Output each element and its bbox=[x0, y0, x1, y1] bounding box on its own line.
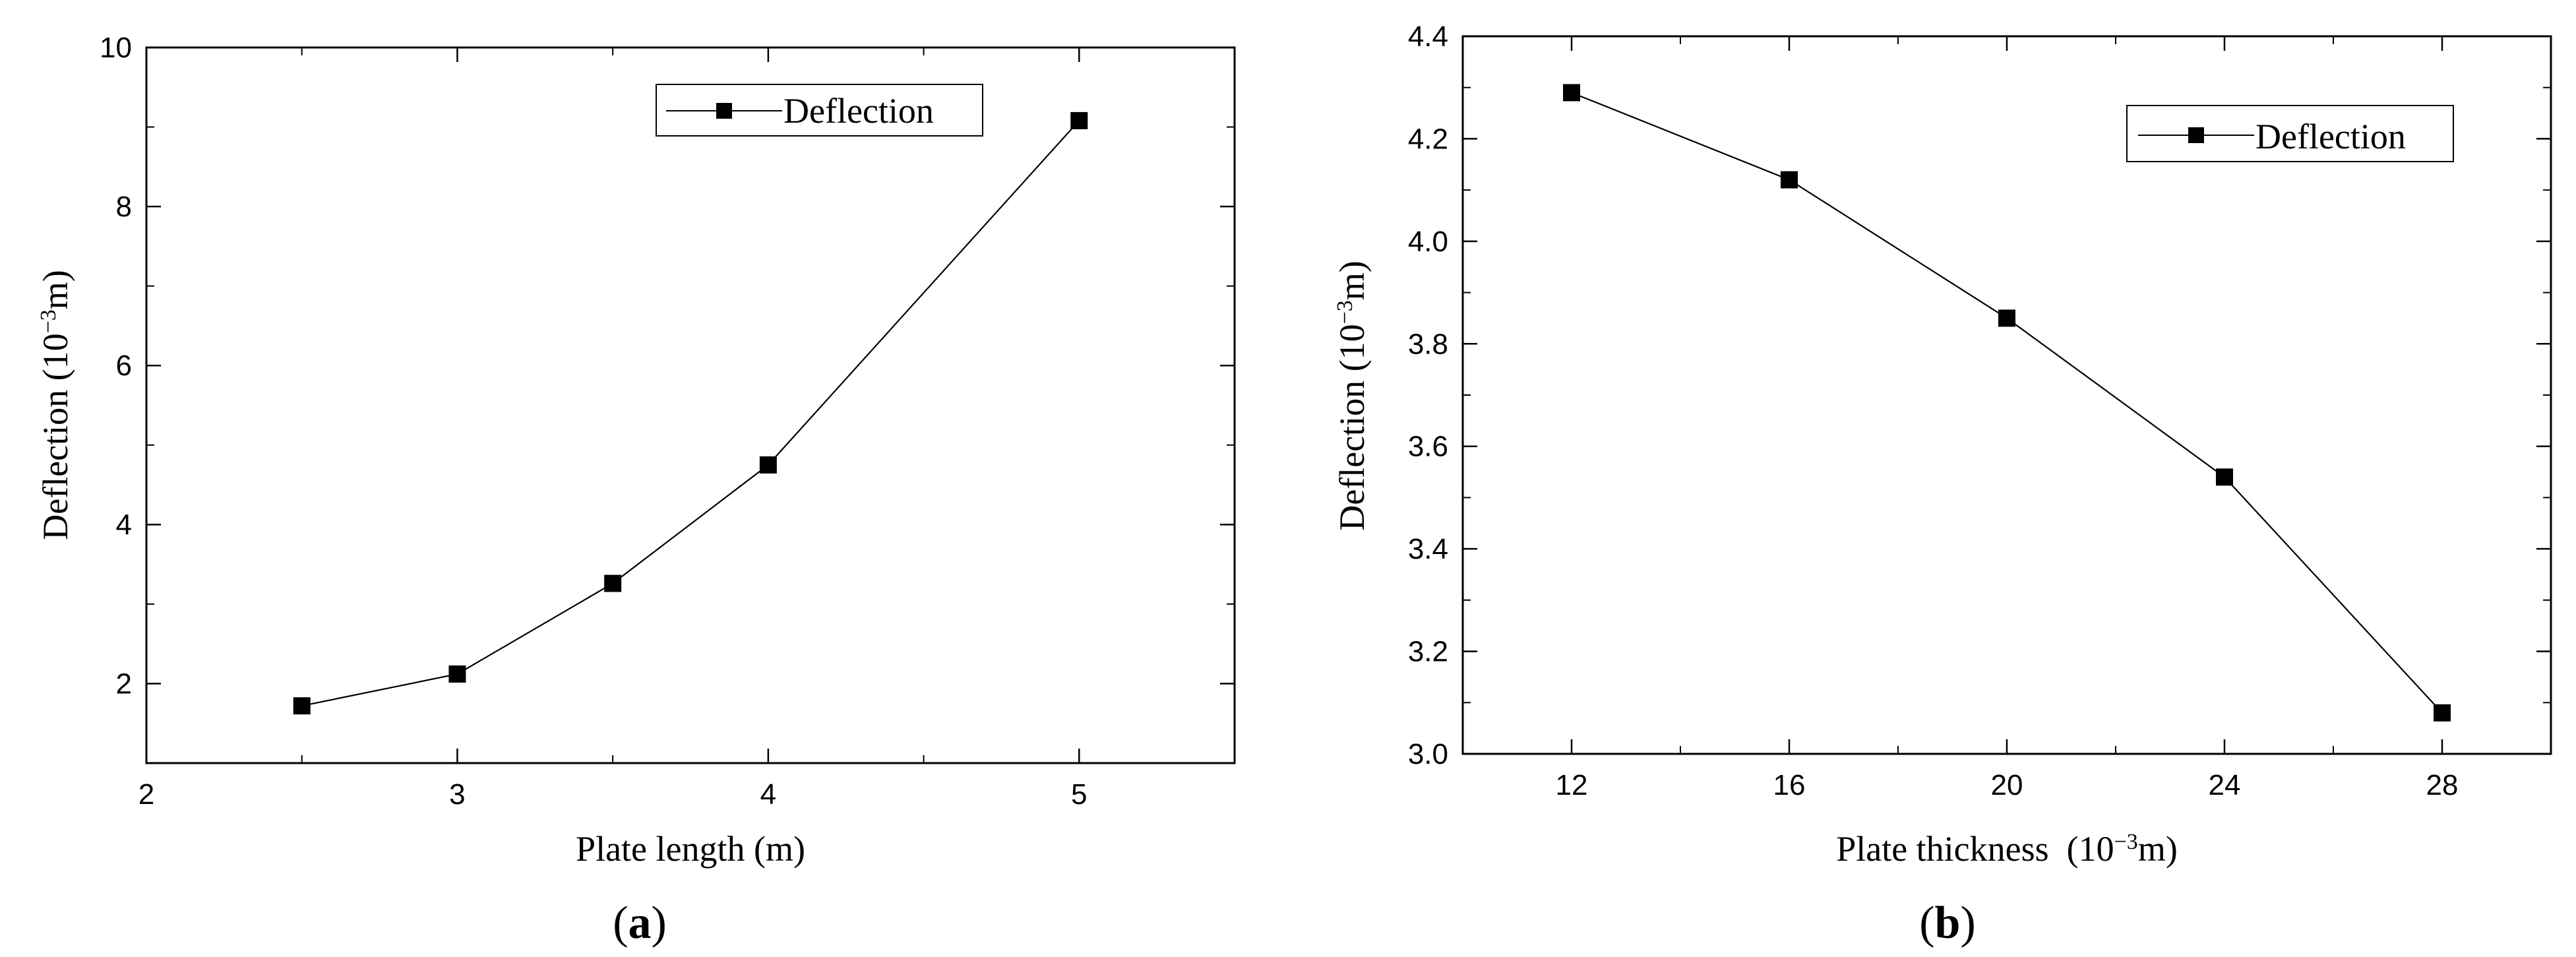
b-x-tick-label: 12 bbox=[1556, 769, 1588, 801]
a-panel-open: ( bbox=[613, 898, 628, 948]
a-panel-letter: a bbox=[629, 898, 652, 948]
b-x-axis-label-main: Plate thickness (10 bbox=[1836, 829, 2114, 869]
b-panel-open: ( bbox=[1919, 898, 1934, 948]
a-panel-label: (a) bbox=[613, 898, 667, 948]
b-tick-labels: 12 16 20 24 28 3.0 3.2 3.4 3.6 3.8 4.0 4.2 4.4 bbox=[1408, 20, 2459, 801]
a-y-axis-label: Deflection (10−3m) bbox=[36, 270, 75, 540]
b-data-point bbox=[2216, 468, 2233, 486]
a-data-point bbox=[604, 574, 622, 592]
a-series-points bbox=[293, 111, 1088, 715]
b-y-tick-label: 3.8 bbox=[1408, 328, 1448, 360]
b-panel-label: (b) bbox=[1919, 898, 1976, 948]
b-y-axis-label: Deflection (10−3m) bbox=[1332, 261, 1372, 531]
a-x-tick-label: 4 bbox=[760, 778, 776, 811]
b-panel-letter: b bbox=[1935, 898, 1961, 948]
b-ticks bbox=[1462, 35, 2552, 755]
b-y-tick-label: 4.2 bbox=[1408, 123, 1448, 155]
b-x-tick-label: 28 bbox=[2426, 769, 2459, 801]
a-data-point bbox=[448, 665, 466, 683]
a-panel-close: ) bbox=[652, 898, 667, 948]
a-legend-label: Deflection bbox=[783, 91, 934, 131]
a-series-line bbox=[301, 120, 1080, 707]
b-legend-box bbox=[2126, 105, 2454, 162]
a-x-axis-label: Plate length (m) bbox=[576, 829, 805, 869]
b-x-tick-label: 20 bbox=[1991, 769, 2023, 801]
a-data-point bbox=[293, 697, 311, 715]
a-x-tick-label: 3 bbox=[449, 778, 465, 811]
a-y-tick-label: 4 bbox=[116, 509, 132, 541]
b-y-tick-label: 4.0 bbox=[1408, 226, 1448, 258]
a-x-tick-label: 5 bbox=[1071, 778, 1087, 811]
b-x-axis-label: Plate thickness (10−3m) bbox=[1836, 829, 2178, 869]
a-y-tick-label: 10 bbox=[100, 32, 132, 64]
b-series-points bbox=[1563, 84, 2451, 722]
b-data-point bbox=[1998, 309, 2015, 327]
b-data-point bbox=[2434, 704, 2451, 722]
a-y-axis-label-main: Deflection (10 bbox=[36, 333, 75, 540]
a-legend: Deflection bbox=[656, 84, 983, 137]
b-y-tick-label: 3.0 bbox=[1408, 738, 1448, 770]
a-data-point bbox=[1070, 111, 1088, 129]
a-y-tick-label: 2 bbox=[116, 667, 132, 700]
b-y-axis-label-main: Deflection (10 bbox=[1332, 324, 1372, 530]
a-y-tick-label: 8 bbox=[116, 191, 132, 223]
b-x-tick-label: 24 bbox=[2209, 769, 2241, 801]
a-x-tick-label: 2 bbox=[138, 778, 154, 811]
a-y-axis-label-unit: m) bbox=[36, 270, 75, 309]
b-y-tick-label: 3.4 bbox=[1408, 533, 1448, 565]
a-tick-labels: 2 3 4 5 2 4 6 8 10 bbox=[100, 32, 1087, 811]
b-x-axis-label-exp: −3 bbox=[2114, 830, 2138, 854]
b-y-tick-label: 4.4 bbox=[1408, 20, 1448, 53]
b-plot-frame bbox=[1461, 35, 2552, 755]
a-y-tick-label: 6 bbox=[116, 350, 132, 382]
b-panel-close: ) bbox=[1960, 898, 1975, 948]
b-data-point bbox=[1563, 84, 1580, 102]
a-plot-frame bbox=[145, 46, 1236, 764]
b-y-tick-label: 3.2 bbox=[1408, 636, 1448, 668]
chart-b: 12 16 20 24 28 3.0 3.2 3.4 3.6 3.8 4.0 4.2 4.4 Defle… bbox=[1332, 20, 2552, 948]
b-legend-marker bbox=[2188, 127, 2204, 143]
b-y-axis-label-unit: m) bbox=[1332, 261, 1372, 300]
b-data-point bbox=[1781, 171, 1798, 189]
b-series-line bbox=[1571, 92, 2443, 714]
b-x-axis-label-unit: m) bbox=[2138, 829, 2178, 869]
a-ticks bbox=[145, 46, 1235, 764]
b-legend-label: Deflection bbox=[2255, 117, 2406, 156]
b-x-tick-label: 16 bbox=[1773, 769, 1806, 801]
b-y-tick-label: 3.6 bbox=[1408, 431, 1448, 463]
chart-a: 2 3 4 5 2 4 6 8 10 Deflection Plate length (m) D… bbox=[36, 32, 1236, 948]
a-data-point bbox=[759, 456, 777, 474]
b-y-axis-label-exp: −3 bbox=[1333, 300, 1357, 324]
b-legend: Deflection bbox=[2126, 105, 2454, 162]
a-y-axis-label-exp: −3 bbox=[36, 309, 61, 333]
a-legend-marker bbox=[716, 103, 732, 119]
